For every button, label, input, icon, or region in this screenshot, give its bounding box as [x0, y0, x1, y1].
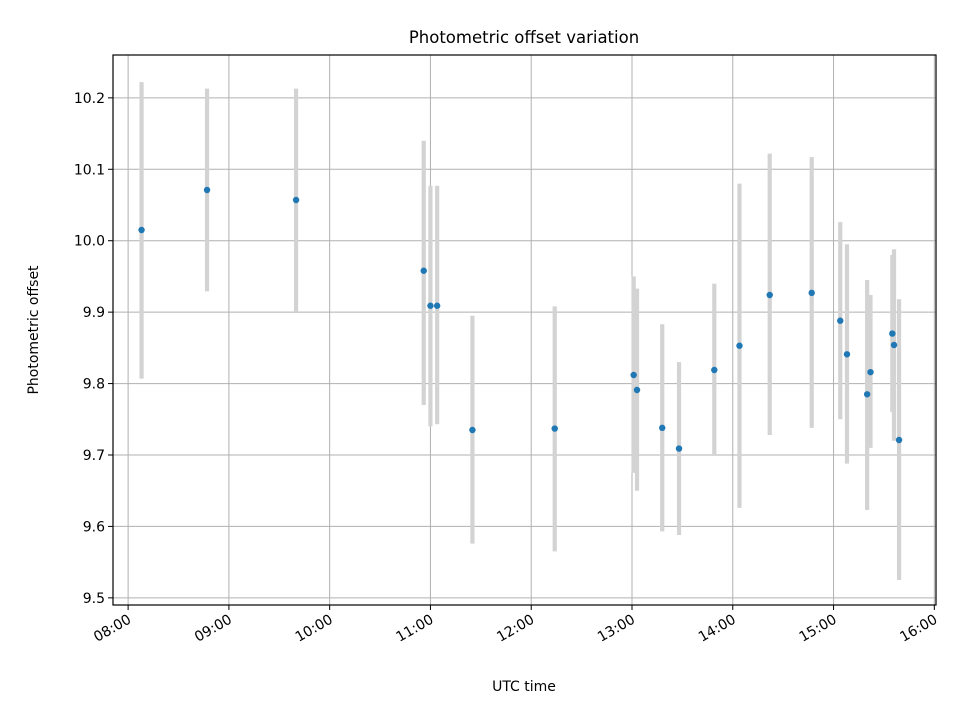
data-point: [551, 425, 558, 432]
y-axis-ticks: 9.5 9.6 9.7 9.8 9.9 10.0 10.1 10.2: [74, 91, 113, 607]
y-tick-label: 10.1: [74, 162, 105, 178]
y-tick-label: 9.9: [83, 305, 105, 321]
y-tick-label: 9.6: [83, 519, 105, 535]
data-point: [808, 289, 815, 297]
data-point: [433, 302, 441, 309]
data-point: [675, 445, 683, 452]
y-tick-label: 10.2: [74, 91, 105, 107]
data-point: [889, 330, 896, 337]
y-axis-label: Photometric offset: [26, 265, 42, 395]
data-point: [659, 424, 666, 432]
data-point: [633, 386, 641, 394]
x-axis-label: UTC time: [492, 679, 556, 695]
y-tick-label: 9.7: [83, 448, 105, 464]
y-tick-label: 9.8: [83, 377, 105, 393]
data-point: [420, 267, 427, 274]
chart-title: Photometric offset variation: [409, 28, 639, 47]
data-point: [863, 391, 871, 398]
data-point: [890, 341, 898, 349]
data-point: [469, 426, 476, 434]
y-tick-label: 9.5: [83, 591, 105, 607]
y-tick-label: 10.0: [74, 234, 105, 250]
data-point: [837, 317, 844, 324]
data-point: [711, 366, 718, 374]
data-point: [867, 368, 874, 376]
data-point: [736, 342, 743, 349]
data-point: [766, 291, 773, 299]
data-point: [292, 196, 300, 204]
data-point: [630, 371, 637, 379]
data-point: [843, 351, 851, 358]
data-point: [895, 436, 903, 444]
data-point: [138, 226, 145, 234]
data-points: [138, 186, 903, 452]
data-point: [203, 186, 211, 194]
data-point: [427, 302, 434, 309]
plot-frame: [112, 54, 937, 606]
